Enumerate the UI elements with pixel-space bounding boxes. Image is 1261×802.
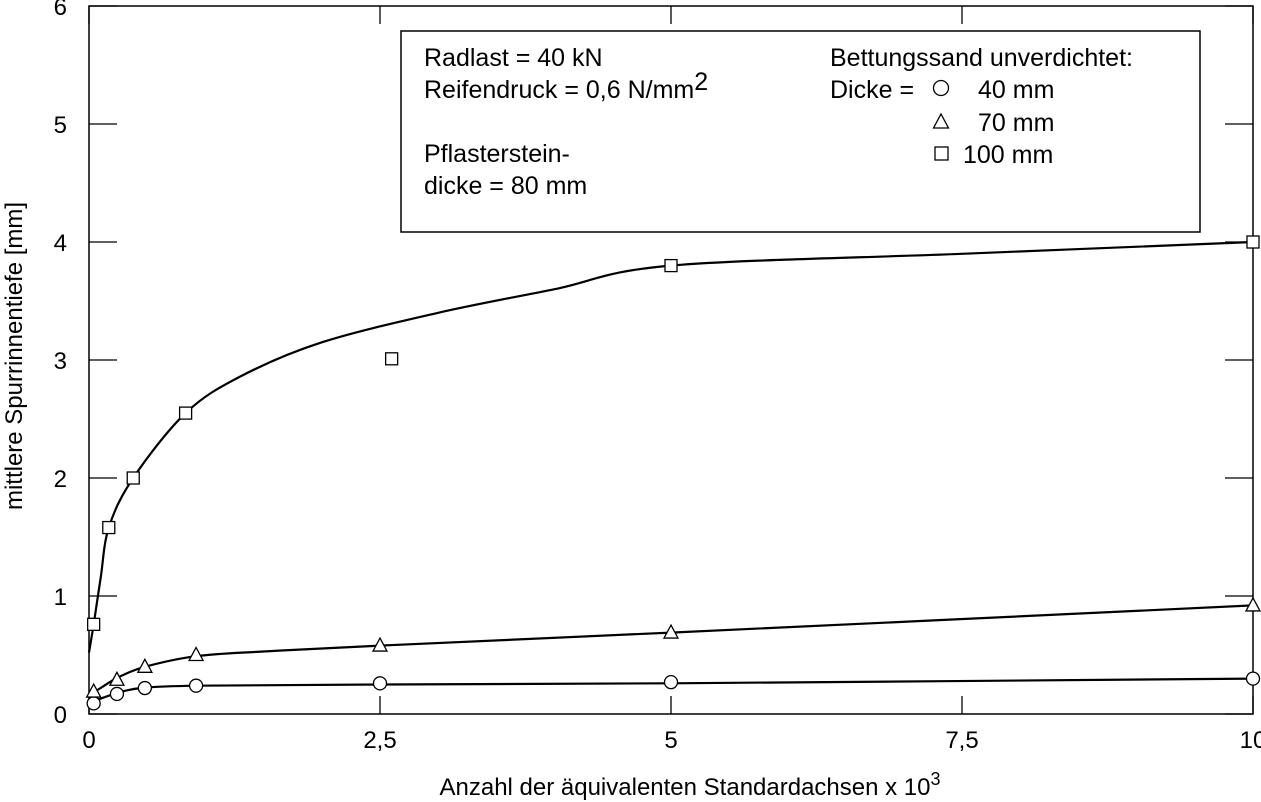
legend-triangle-marker bbox=[932, 112, 950, 129]
y-tick-label: 5 bbox=[54, 112, 67, 139]
y-tick-label: 0 bbox=[54, 702, 67, 729]
x-axis-label-exponent: 3 bbox=[931, 769, 941, 789]
legend-label-40mm: 40 mm bbox=[978, 76, 1054, 104]
series-line-square bbox=[87, 240, 1254, 653]
legend-square-marker bbox=[934, 146, 949, 161]
data-point-circle bbox=[663, 674, 679, 690]
annotation-pflaster-line2: dicke = 80 mm bbox=[424, 172, 587, 200]
legend-frame bbox=[400, 30, 1201, 233]
data-point-square bbox=[102, 520, 116, 535]
data-point-triangle bbox=[187, 646, 205, 662]
legend-box: Radlast = 40 kN Reifendruck = 0,6 N/mm2 … bbox=[400, 30, 1201, 233]
data-point-square bbox=[664, 258, 678, 273]
data-point-circle bbox=[137, 680, 153, 696]
data-point-triangle bbox=[662, 623, 680, 639]
data-point-triangle bbox=[371, 636, 389, 652]
annotation-pflaster-line1: Pflasterstein- bbox=[424, 140, 570, 168]
x-axis-label: Anzahl der äquivalenten Standardachsen x… bbox=[439, 769, 940, 801]
y-tick-label: 1 bbox=[54, 584, 67, 611]
y-tick-label: 4 bbox=[54, 230, 67, 257]
x-tick-label: 10 bbox=[1240, 727, 1261, 754]
y-tick-label: 2 bbox=[54, 466, 67, 493]
data-point-square bbox=[126, 471, 140, 485]
annotation-bettung: Bettungssand unverdichtet: bbox=[830, 44, 1133, 72]
x-tick-label: 2,5 bbox=[363, 727, 396, 754]
annotation-reifendruck: Reifendruck = 0,6 N/mm2 bbox=[424, 68, 708, 104]
legend-label-70mm: 70 mm bbox=[978, 109, 1054, 137]
data-point-triangle bbox=[1244, 596, 1261, 612]
data-point-triangle bbox=[136, 657, 153, 673]
annotation-dicke: Dicke = bbox=[830, 76, 914, 104]
data-point-circle bbox=[1245, 671, 1261, 686]
data-point-triangle bbox=[85, 682, 102, 698]
x-tick-label: 5 bbox=[664, 727, 677, 754]
annotation-reifendruck-exponent: 2 bbox=[694, 68, 708, 96]
data-point-square bbox=[87, 617, 101, 631]
data-point-circle bbox=[109, 686, 125, 702]
x-tick-label: 0 bbox=[82, 727, 95, 754]
data-point-triangle bbox=[108, 670, 126, 686]
series-markers bbox=[85, 235, 1261, 711]
annotation-radlast: Radlast = 40 kN bbox=[424, 44, 603, 72]
data-point-square bbox=[1246, 235, 1260, 249]
data-point-circle bbox=[86, 696, 101, 711]
data-point-circle bbox=[372, 676, 388, 691]
y-tick-label: 6 bbox=[54, 0, 67, 21]
data-point-square bbox=[384, 352, 399, 366]
y-axis-label: mittlere Spurrinnentiefe [mm] bbox=[1, 202, 28, 510]
legend-circle-marker bbox=[932, 79, 950, 97]
y-tick-label: 3 bbox=[54, 348, 67, 375]
x-tick-label: 7,5 bbox=[945, 727, 978, 754]
data-point-circle bbox=[188, 678, 204, 693]
legend-label-100mm: 100 mm bbox=[963, 141, 1053, 169]
data-point-square bbox=[178, 406, 193, 420]
